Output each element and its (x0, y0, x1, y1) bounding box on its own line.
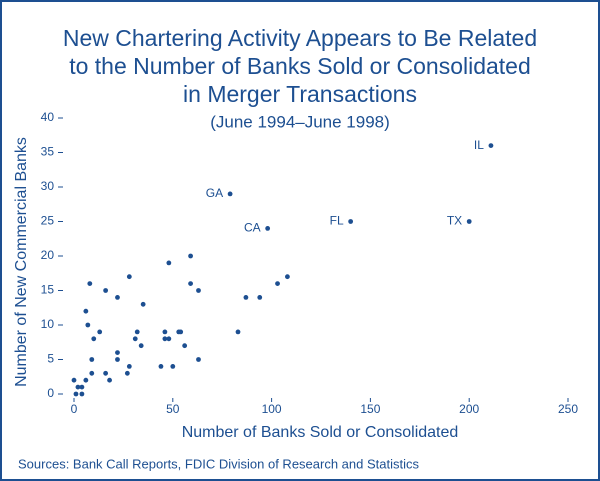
point (188, 281, 193, 286)
x-tick-label: 250 (558, 402, 578, 416)
point (134, 329, 140, 335)
point (243, 295, 249, 300)
chart-subtitle: (June 1994–June 1998) (210, 112, 390, 131)
point-label: FL (330, 214, 344, 228)
point (103, 370, 109, 376)
point (91, 336, 97, 342)
point (124, 370, 130, 376)
point (170, 364, 176, 369)
point (83, 308, 89, 314)
point (162, 336, 168, 342)
point (107, 377, 112, 383)
point-label: CA (244, 221, 261, 235)
chart-title: to the Number of Banks Sold or Consolida… (69, 53, 531, 79)
y-tick-label: 20 (41, 248, 55, 262)
point (196, 288, 201, 293)
y-axis-label: Number of New Commercial Banks (13, 137, 30, 387)
point (85, 322, 91, 328)
x-tick-label: 50 (166, 402, 180, 416)
y-tick-label: 25 (41, 214, 55, 228)
point (126, 274, 132, 280)
x-tick-label: 100 (262, 402, 282, 416)
point (158, 364, 164, 369)
y-tick-label: 0 (47, 386, 54, 400)
point (87, 281, 93, 286)
point (126, 364, 132, 369)
point (103, 288, 109, 293)
y-tick-label: 10 (41, 317, 55, 331)
point (235, 329, 241, 335)
y-tick-label: 30 (41, 179, 55, 193)
y-tick-label: 5 (47, 352, 54, 366)
point-label: IL (474, 138, 484, 152)
point (275, 281, 280, 286)
y-tick-label: 40 (41, 110, 55, 124)
point (227, 191, 233, 197)
point (196, 357, 201, 362)
x-tick-label: 150 (360, 402, 380, 416)
point (182, 343, 188, 349)
point-label: GA (206, 186, 223, 200)
point (132, 336, 138, 342)
point (178, 329, 184, 335)
point (257, 295, 263, 300)
point (348, 219, 354, 224)
point (138, 343, 144, 349)
chart-title: New Chartering Activity Appears to Be Re… (63, 25, 537, 51)
point (89, 357, 95, 362)
point-label: TX (447, 214, 462, 228)
point (466, 219, 472, 224)
point (188, 253, 193, 259)
x-axis-label: Number of Banks Sold or Consolidated (182, 424, 459, 441)
point (83, 377, 89, 383)
point (488, 143, 494, 149)
point (166, 260, 172, 266)
point (89, 370, 95, 376)
point (97, 329, 103, 335)
y-tick-label: 35 (41, 145, 55, 159)
chart-title: in Merger Transactions (183, 81, 417, 107)
y-tick-label: 15 (41, 283, 55, 297)
point (115, 357, 120, 362)
point (140, 301, 146, 307)
point (79, 384, 85, 390)
point (162, 329, 168, 335)
point (75, 384, 81, 390)
point (71, 377, 77, 383)
point (73, 391, 79, 397)
point (115, 295, 120, 300)
x-tick-label: 0 (71, 402, 78, 416)
point (166, 336, 172, 342)
point (79, 391, 85, 397)
x-tick-label: 200 (459, 402, 479, 416)
point (285, 274, 290, 280)
source-note: Sources: Bank Call Reports, FDIC Divisio… (18, 456, 419, 471)
point (265, 226, 271, 231)
point (115, 350, 120, 355)
